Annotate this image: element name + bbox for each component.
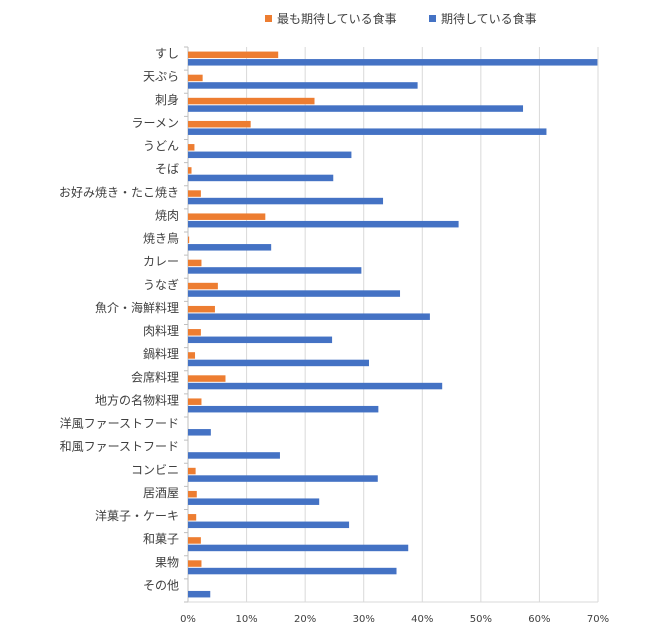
bar-series2	[188, 429, 211, 436]
x-tick-label: 30%	[353, 614, 375, 625]
bar-series1	[188, 259, 202, 267]
bar-series2	[188, 521, 350, 529]
y-tick-label: 洋菓子・ケーキ	[95, 508, 179, 523]
y-tick-label: カレー	[143, 255, 179, 269]
bar-series1	[188, 144, 195, 151]
bar-series2	[188, 359, 369, 367]
x-tick-label: 10%	[235, 614, 257, 625]
legend-swatch	[429, 15, 436, 22]
bar-series1	[188, 352, 196, 359]
bar-series1	[188, 329, 201, 336]
y-tick-label: ラーメン	[131, 116, 179, 130]
bar-series2	[188, 220, 459, 228]
bar-series1	[188, 537, 201, 544]
bar-series2	[188, 197, 384, 205]
legend-swatch	[265, 15, 272, 22]
y-tick-label: すし	[155, 47, 179, 61]
y-tick-label: 果物	[155, 555, 179, 569]
bar-series1	[188, 213, 266, 220]
x-tick-label: 70%	[587, 614, 609, 625]
y-tick-label: 会席料理	[131, 369, 179, 384]
x-tick-label: 40%	[411, 614, 433, 625]
y-tick-label: 天ぷら	[143, 70, 179, 84]
bar-series2	[188, 151, 352, 159]
y-tick-label: そば	[155, 162, 179, 176]
bar-series2	[188, 128, 547, 135]
y-tick-label: 洋風ファーストフード	[60, 416, 179, 431]
y-tick-label: 居酒屋	[143, 486, 179, 500]
y-tick-label: コンビニ	[131, 463, 179, 477]
y-tick-label: 鍋料理	[143, 346, 179, 361]
bar-series1	[188, 467, 196, 475]
bar-series2	[188, 567, 397, 575]
bar-series1	[188, 490, 197, 498]
bar-series2	[188, 498, 320, 505]
y-tick-label: 和菓子	[143, 532, 179, 546]
bar-series1	[188, 282, 218, 290]
legend-label: 最も期待している食事	[277, 11, 397, 26]
bar-series1	[188, 120, 251, 128]
bar-series1	[188, 97, 315, 105]
bar-series1	[188, 514, 197, 521]
legend-label: 期待している食事	[441, 11, 537, 26]
bar-series1	[188, 190, 201, 197]
bar-series2	[188, 105, 524, 112]
bar-series2	[188, 59, 598, 66]
bar-series2	[188, 405, 379, 413]
y-tick-label: 肉料理	[143, 324, 179, 338]
y-tick-label: 和風ファーストフード	[60, 440, 179, 454]
y-tick-label: うどん	[143, 139, 179, 153]
bar-series1	[188, 305, 215, 313]
bar-series2	[188, 382, 443, 390]
x-tick-label: 0%	[180, 614, 196, 625]
bar-series2	[188, 313, 430, 320]
bar-series1	[188, 560, 202, 567]
bar-series1	[188, 375, 226, 382]
y-tick-label: 魚介・海鮮料理	[95, 300, 179, 315]
y-tick-label: 地方の名物料理	[95, 392, 179, 407]
bar-series2	[188, 174, 334, 182]
y-tick-label: その他	[143, 578, 179, 592]
bar-series2	[188, 244, 272, 251]
y-tick-label: 焼肉	[155, 208, 179, 222]
bar-series2	[188, 452, 280, 459]
y-tick-label: うなぎ	[143, 278, 179, 292]
x-tick-label: 60%	[528, 614, 550, 625]
bar-series2	[188, 544, 409, 552]
x-tick-label: 20%	[294, 614, 316, 625]
y-tick-label: 焼き鳥	[143, 231, 179, 246]
bar-series2	[188, 267, 362, 274]
bar-series1	[188, 74, 203, 82]
bar-series2	[188, 290, 401, 297]
bar-series1	[188, 51, 279, 59]
bar-series2	[188, 475, 378, 482]
bar-series1	[188, 398, 202, 405]
x-tick-label: 50%	[470, 614, 492, 625]
bar-series2	[188, 590, 211, 598]
bar-series2	[188, 336, 333, 344]
bar-series1	[188, 167, 192, 174]
bar-series1	[188, 236, 190, 244]
bar-series2	[188, 82, 418, 89]
y-tick-label: 刺身	[155, 92, 179, 107]
y-tick-label: お好み焼き・たこ焼き	[59, 185, 179, 199]
